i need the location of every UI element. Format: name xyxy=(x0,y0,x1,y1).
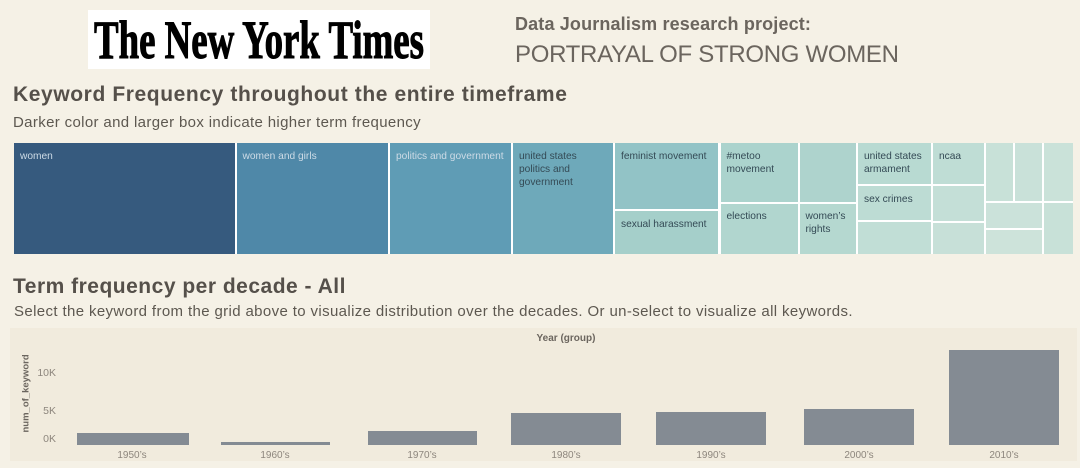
svg-text:The New York Times: The New York Times xyxy=(94,10,424,69)
